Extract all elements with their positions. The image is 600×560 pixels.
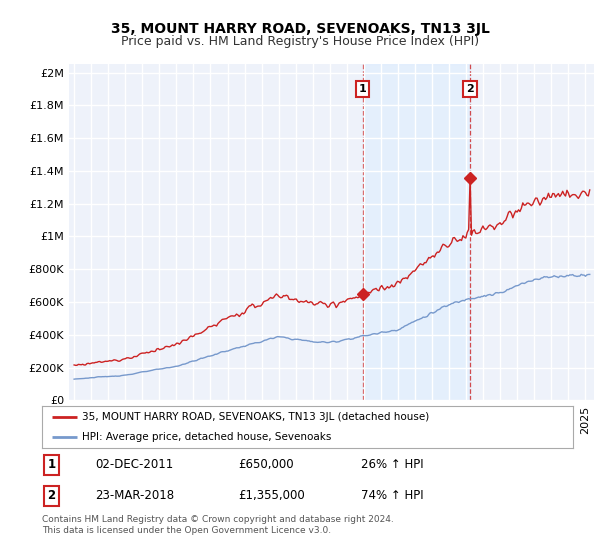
Text: 74% ↑ HPI: 74% ↑ HPI [361,489,423,502]
Text: 1: 1 [47,459,56,472]
Text: 23-MAR-2018: 23-MAR-2018 [95,489,174,502]
Text: 1: 1 [359,84,367,94]
Text: £650,000: £650,000 [238,459,294,472]
Text: 35, MOUNT HARRY ROAD, SEVENOAKS, TN13 3JL: 35, MOUNT HARRY ROAD, SEVENOAKS, TN13 3J… [110,22,490,36]
Text: Contains HM Land Registry data © Crown copyright and database right 2024.
This d: Contains HM Land Registry data © Crown c… [42,515,394,535]
Text: HPI: Average price, detached house, Sevenoaks: HPI: Average price, detached house, Seve… [82,432,331,442]
Text: Price paid vs. HM Land Registry's House Price Index (HPI): Price paid vs. HM Land Registry's House … [121,35,479,48]
Text: 26% ↑ HPI: 26% ↑ HPI [361,459,423,472]
Bar [362,64,470,400]
Text: £1,355,000: £1,355,000 [238,489,305,502]
Text: 02-DEC-2011: 02-DEC-2011 [95,459,173,472]
Text: 35, MOUNT HARRY ROAD, SEVENOAKS, TN13 3JL (detached house): 35, MOUNT HARRY ROAD, SEVENOAKS, TN13 3J… [82,412,429,422]
Text: 2: 2 [466,84,474,94]
Text: 2: 2 [47,489,56,502]
